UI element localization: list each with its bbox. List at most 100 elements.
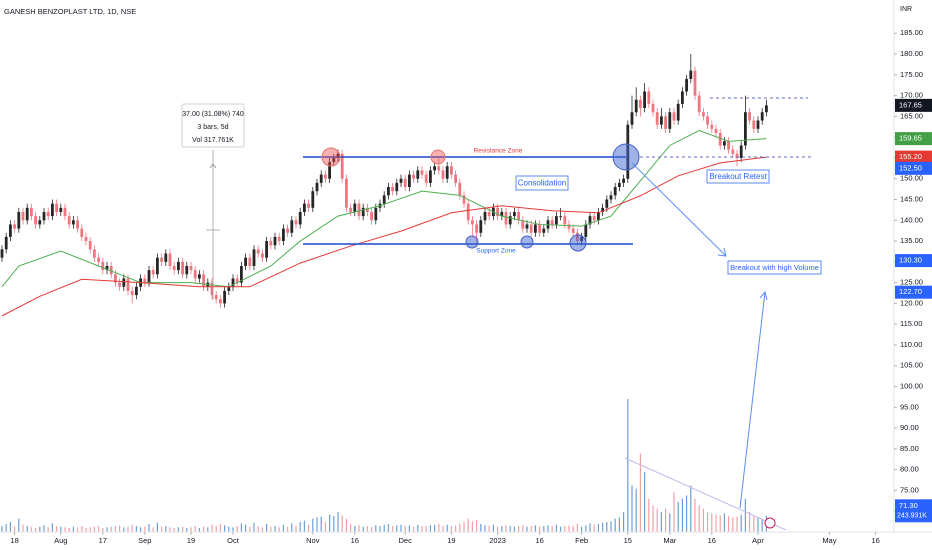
candle-body bbox=[46, 211, 50, 217]
candle-body bbox=[550, 220, 554, 225]
candle-body bbox=[668, 112, 672, 129]
candle-body bbox=[429, 170, 432, 183]
candle-body bbox=[51, 203, 54, 217]
volume-bar bbox=[555, 524, 557, 532]
price-layer bbox=[0, 54, 768, 317]
x-tick-label: 18 bbox=[10, 536, 18, 545]
x-tick-label: May bbox=[822, 536, 836, 545]
candle-body bbox=[357, 203, 361, 217]
y-tick-label: 120.00 bbox=[900, 298, 923, 307]
candle-body bbox=[332, 157, 336, 163]
candle-body bbox=[454, 174, 457, 183]
x-tick-label: Feb bbox=[575, 536, 588, 545]
volume-label: 243.931K bbox=[897, 513, 927, 520]
candle-body bbox=[529, 224, 533, 233]
x-tick-label: 16 bbox=[871, 536, 879, 545]
volume-bar bbox=[438, 524, 440, 532]
volume-bar bbox=[144, 526, 146, 532]
measure-text: Vol 317.761K bbox=[192, 137, 234, 144]
volume-bar bbox=[522, 525, 524, 532]
y-tick-label: 95.00 bbox=[900, 402, 919, 411]
volume-bar bbox=[744, 498, 746, 532]
candle-body bbox=[307, 203, 310, 208]
candle-body bbox=[601, 207, 604, 212]
x-tick-label: 15 bbox=[624, 536, 632, 545]
volume-bar bbox=[413, 526, 415, 532]
volume-bar bbox=[581, 526, 583, 532]
volume-bar bbox=[362, 526, 364, 532]
volume-bar bbox=[177, 527, 179, 532]
y-tick-label: 150.00 bbox=[900, 174, 923, 183]
candle-body bbox=[483, 211, 487, 221]
candle-body bbox=[672, 112, 676, 121]
candle-body bbox=[181, 261, 184, 275]
volume-bar bbox=[623, 512, 625, 532]
volume-bar bbox=[56, 526, 58, 532]
candle-body bbox=[114, 274, 117, 283]
y-tick-label: 175.00 bbox=[900, 70, 923, 79]
volume-bar bbox=[85, 528, 87, 532]
volume-bar bbox=[266, 524, 268, 532]
volume-bar bbox=[51, 523, 53, 532]
volume-bar bbox=[761, 518, 763, 532]
volume-bar bbox=[9, 522, 11, 532]
resistance-label: Resistance Zone bbox=[474, 148, 523, 155]
candle-body bbox=[525, 224, 529, 229]
candle-body bbox=[391, 187, 394, 192]
chart-title: GANESH BENZOPLAST LTD, 1D, NSE bbox=[4, 7, 136, 16]
y-tick-label: 170.00 bbox=[900, 91, 923, 100]
volume-bar bbox=[387, 524, 389, 532]
candle-body bbox=[63, 207, 67, 217]
candle-body bbox=[508, 216, 512, 225]
volume-bar bbox=[728, 516, 730, 532]
candle-body bbox=[613, 187, 617, 196]
candle-body bbox=[59, 207, 63, 212]
volume-bar bbox=[371, 527, 373, 532]
candle-body bbox=[441, 170, 445, 179]
volume-bar bbox=[446, 524, 448, 532]
volume-bar bbox=[345, 518, 347, 532]
candle-body bbox=[235, 278, 239, 283]
volume-bar bbox=[261, 527, 263, 532]
x-tick-label: Apr bbox=[752, 536, 764, 545]
volume-bar bbox=[110, 526, 112, 532]
candle-body bbox=[17, 211, 21, 229]
candle-body bbox=[592, 216, 596, 221]
volume-bar bbox=[43, 525, 45, 532]
volume-bar bbox=[392, 526, 394, 532]
candle-body bbox=[185, 266, 189, 275]
volume-bar bbox=[114, 526, 116, 532]
candle-body bbox=[109, 266, 113, 275]
candle-body bbox=[697, 95, 701, 113]
y-tick-label: 145.00 bbox=[900, 194, 923, 203]
candle-body bbox=[324, 174, 327, 179]
candle-body bbox=[93, 249, 96, 258]
candle-body bbox=[42, 211, 46, 221]
y-tick-label: 105.00 bbox=[900, 361, 923, 370]
measure-text: 3 bars, 5d bbox=[197, 124, 228, 131]
y-tick-label: 100.00 bbox=[900, 382, 923, 391]
candle-body bbox=[462, 195, 466, 204]
volume-bar bbox=[14, 526, 16, 532]
candle-body bbox=[416, 170, 420, 179]
moving-average bbox=[1, 156, 767, 317]
candle-body bbox=[269, 241, 273, 246]
y-tick-label: 165.00 bbox=[900, 111, 923, 120]
candle-body bbox=[760, 112, 764, 121]
x-tick-label: Nov bbox=[306, 536, 320, 545]
volume-bar bbox=[324, 522, 326, 532]
volume-bar bbox=[497, 526, 499, 532]
candle-body bbox=[311, 191, 315, 208]
volume-bar bbox=[690, 485, 692, 532]
event-icon[interactable] bbox=[764, 517, 776, 529]
candle-body bbox=[702, 112, 705, 117]
volume-bar bbox=[299, 522, 301, 532]
candle-body bbox=[252, 249, 256, 266]
volume-bar bbox=[173, 528, 175, 532]
candle-body bbox=[202, 274, 205, 287]
candle-body bbox=[718, 133, 722, 146]
x-tick-label: 19 bbox=[447, 536, 455, 545]
retest-label: Breakout Retest bbox=[709, 172, 767, 181]
candle-body bbox=[500, 211, 504, 217]
candle-body bbox=[370, 211, 373, 221]
